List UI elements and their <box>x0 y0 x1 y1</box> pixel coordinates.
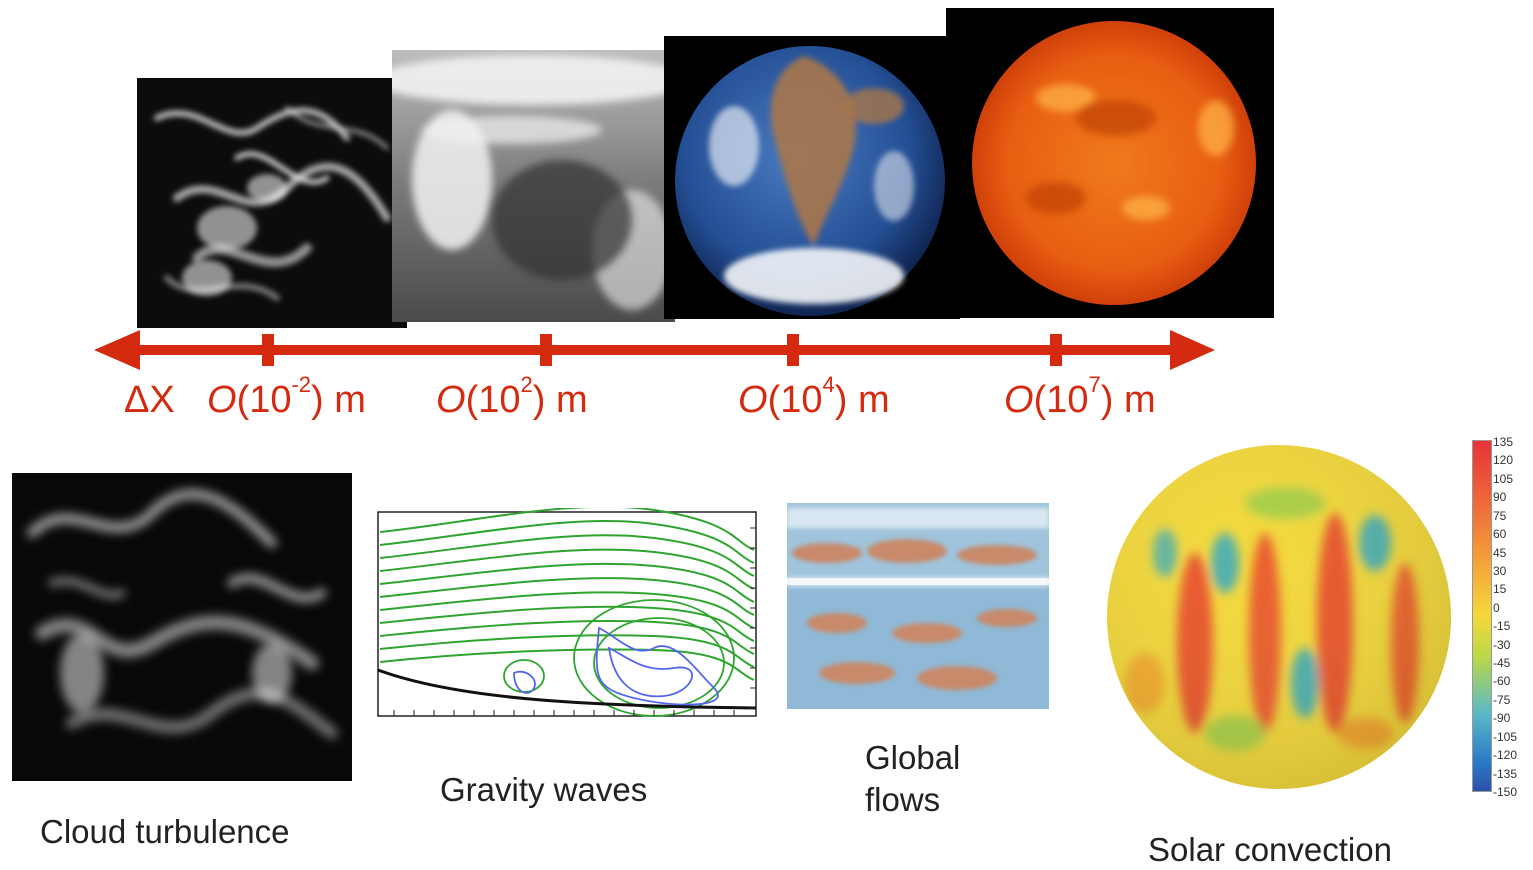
scale-label-1: O(10-2) m <box>207 372 366 422</box>
gravity-waves-cloud-photo <box>392 50 675 322</box>
streamline <box>379 520 755 564</box>
colorbar-tick-label: -120 <box>1493 748 1518 763</box>
streamline <box>379 534 755 577</box>
streamline <box>379 508 755 551</box>
scale-tick-4 <box>1050 334 1062 366</box>
colorbar-tick-label: 60 <box>1493 527 1507 542</box>
scale-arrow-right-head <box>1170 330 1215 370</box>
scale-label-3: O(104) m <box>738 372 890 422</box>
colorbar-tick-label: 135 <box>1493 435 1514 449</box>
colorbar-tick-label: -90 <box>1493 711 1511 726</box>
streamline <box>379 591 755 629</box>
colorbar-tick-label: 0 <box>1493 600 1500 615</box>
colorbar-tick-label: 90 <box>1493 490 1507 505</box>
colorbar <box>1472 440 1492 792</box>
colorbar-tick-label: 45 <box>1493 545 1507 560</box>
colorbar-tick-label: -75 <box>1493 692 1511 707</box>
colorbar-tick-label: -105 <box>1493 729 1518 744</box>
caption-gravity-waves: Gravity waves <box>440 771 648 808</box>
cloud-turbulence-simulation <box>12 473 352 781</box>
scale-arrow <box>94 330 1215 370</box>
solar-convection-sphere <box>1105 443 1453 791</box>
streamline <box>379 548 755 590</box>
colorbar-tick-label: -135 <box>1493 766 1518 781</box>
delta-x-label: ΔX <box>124 379 175 421</box>
gravity-waves-contour-plot <box>374 508 760 720</box>
earth-photo <box>664 36 960 319</box>
colorbar-tick-label: -150 <box>1493 785 1518 799</box>
caption-global-flows-line2: flows <box>865 781 941 818</box>
caption-global-flows-line1: Global <box>865 739 961 776</box>
scale-arrow-left-head <box>94 330 140 370</box>
scale-label-2: O(102) m <box>436 372 588 422</box>
streamline <box>379 577 755 616</box>
colorbar-tick-label: 75 <box>1493 508 1507 523</box>
global-flows-simulation <box>787 503 1049 709</box>
colorbar-tick-label: -45 <box>1493 656 1511 671</box>
colorbar-tick-label: -60 <box>1493 674 1511 689</box>
scale-tick-1 <box>262 334 274 366</box>
scale-tick-3 <box>787 334 799 366</box>
caption-cloud-turbulence: Cloud turbulence <box>40 813 290 850</box>
streamline <box>379 648 755 681</box>
scale-arrow-shaft <box>138 345 1078 355</box>
streamline <box>379 562 755 603</box>
sun-photo <box>946 8 1274 318</box>
cloud-turbulence-photo <box>137 78 407 328</box>
colorbar-tick-label: 30 <box>1493 563 1507 578</box>
colorbar-tick-label: -15 <box>1493 619 1511 634</box>
scale-tick-2 <box>540 334 552 366</box>
caption-solar-convection: Solar convection <box>1148 831 1392 868</box>
colorbar-tick-label: 105 <box>1493 471 1514 486</box>
scale-label-4: O(107) m <box>1004 372 1156 422</box>
colorbar-tick-label: -30 <box>1493 637 1511 652</box>
colorbar-tick-label: 120 <box>1493 453 1514 468</box>
colorbar-tick-label: 15 <box>1493 582 1507 597</box>
streamline <box>379 605 755 642</box>
